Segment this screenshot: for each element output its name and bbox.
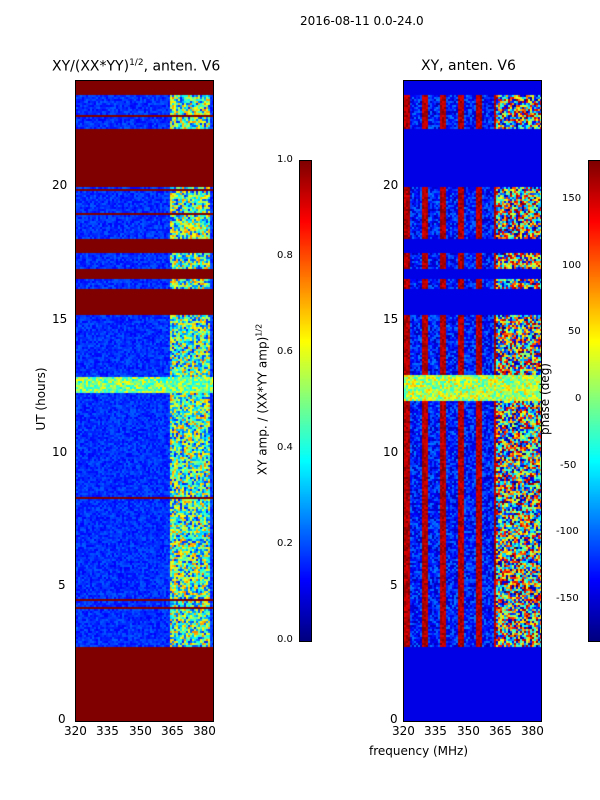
phase-cbar-tick-0: 0	[575, 393, 582, 404]
right-ytick-15: 15	[383, 312, 399, 326]
amplitude-colorbar	[299, 160, 312, 642]
phase-heatmap	[403, 80, 542, 722]
left-ytick-20: 20	[52, 178, 68, 192]
amp-cbar-label-main: XY amp. / (XX*YY amp)	[255, 336, 270, 476]
left-title-sup: 1/2	[129, 58, 144, 68]
left-title-suffix: , anten. V6	[143, 58, 221, 75]
amp-cbar-tick-3: 0.6	[277, 346, 293, 357]
amp-cbar-tick-5: 1.0	[277, 154, 293, 165]
left-xtick-320: 320	[64, 724, 87, 738]
x-axis-label: frequency (MHz)	[369, 744, 469, 758]
left-ytick-0: 0	[58, 712, 66, 726]
phase-cbar-tick-50: 50	[568, 326, 581, 337]
left-xtick-365: 365	[161, 724, 184, 738]
left-y-axis-label: UT (hours)	[34, 367, 48, 431]
left-ytick-5: 5	[58, 578, 66, 592]
right-ytick-10: 10	[383, 445, 399, 459]
left-ytick-15: 15	[52, 312, 68, 326]
right-xtick-365: 365	[489, 724, 512, 738]
phase-cbar-tick-m50: -50	[560, 460, 577, 471]
right-xtick-350: 350	[457, 724, 480, 738]
left-xtick-350: 350	[129, 724, 152, 738]
phase-cbar-tick-m150: -150	[556, 593, 579, 604]
amp-colorbar-label: XY amp. / (XX*YY amp)1/2	[255, 300, 270, 500]
phase-colorbar-label: phase (deg)	[538, 363, 552, 436]
left-xtick-380: 380	[193, 724, 216, 738]
amp-cbar-label-sup: 1/2	[254, 323, 264, 337]
amp-cbar-tick-0: 0.0	[277, 634, 293, 645]
phase-cbar-tick-m100: -100	[556, 526, 579, 537]
right-xtick-380: 380	[521, 724, 544, 738]
right-xtick-320: 320	[392, 724, 415, 738]
phase-cbar-tick-150: 150	[562, 193, 582, 204]
figure-title: 2016-08-11 0.0-24.0	[300, 14, 424, 28]
left-plot-title: XY/(XX*YY)1/2, anten. V6	[52, 58, 220, 75]
right-ytick-0: 0	[390, 712, 398, 726]
amp-cbar-tick-1: 0.2	[277, 538, 293, 549]
phase-colorbar	[588, 160, 600, 642]
left-ytick-10: 10	[52, 445, 68, 459]
amp-cbar-tick-2: 0.4	[277, 442, 293, 453]
phase-cbar-tick-100: 100	[562, 260, 582, 271]
right-xtick-335: 335	[424, 724, 447, 738]
amp-cbar-tick-4: 0.8	[277, 250, 293, 261]
left-xtick-335: 335	[96, 724, 119, 738]
right-ytick-5: 5	[390, 578, 398, 592]
left-title-main: XY/(XX*YY)	[52, 58, 130, 75]
right-ytick-20: 20	[383, 178, 399, 192]
right-plot-title: XY, anten. V6	[421, 58, 516, 74]
amplitude-heatmap	[75, 80, 214, 722]
